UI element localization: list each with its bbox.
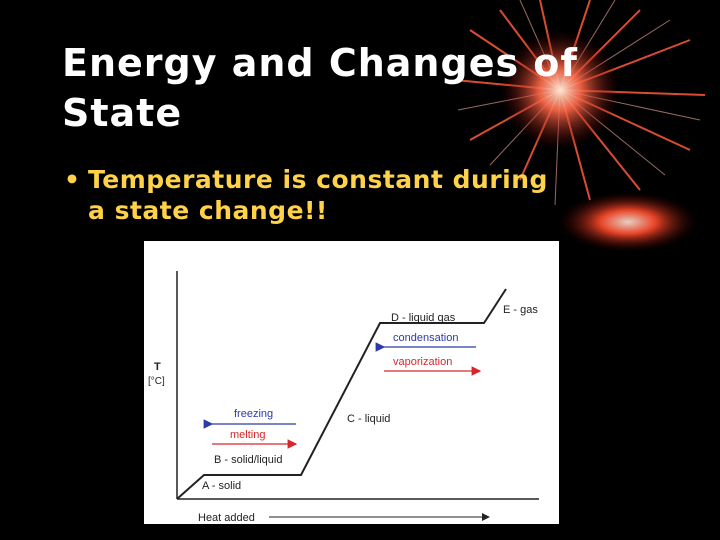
vaporization-label: vaporization (393, 356, 452, 368)
slide-title: Energy and Changes of State (62, 38, 578, 138)
stage-label-d: D - liquid gas (391, 312, 456, 324)
stage-label-c: C - liquid (347, 413, 390, 425)
stage-label-e: E - gas (503, 304, 538, 316)
y-axis-unit: [°C] (148, 376, 165, 387)
heating-curve (176, 288, 507, 500)
freezing-label: freezing (234, 408, 273, 420)
condensation-label: condensation (393, 332, 458, 344)
x-axis-label: Heat added (198, 512, 255, 524)
melting-label: melting (230, 429, 265, 441)
title-line-1: Energy and Changes of (62, 41, 578, 85)
bullet-dot: • (64, 165, 81, 194)
bullet-line-2: a state change!! (88, 196, 328, 225)
bullet-point: • Temperature is constant during a state… (64, 164, 684, 226)
y-axis-label: T (154, 361, 161, 373)
bullet-line-1: Temperature is constant during (88, 165, 548, 194)
stage-label-a: A - solid (202, 480, 241, 492)
heating-curve-diagram: T [°C] Heat added A - solid B - solid/li… (144, 241, 559, 524)
title-line-2: State (62, 91, 183, 135)
stage-label-b: B - solid/liquid (214, 454, 282, 466)
